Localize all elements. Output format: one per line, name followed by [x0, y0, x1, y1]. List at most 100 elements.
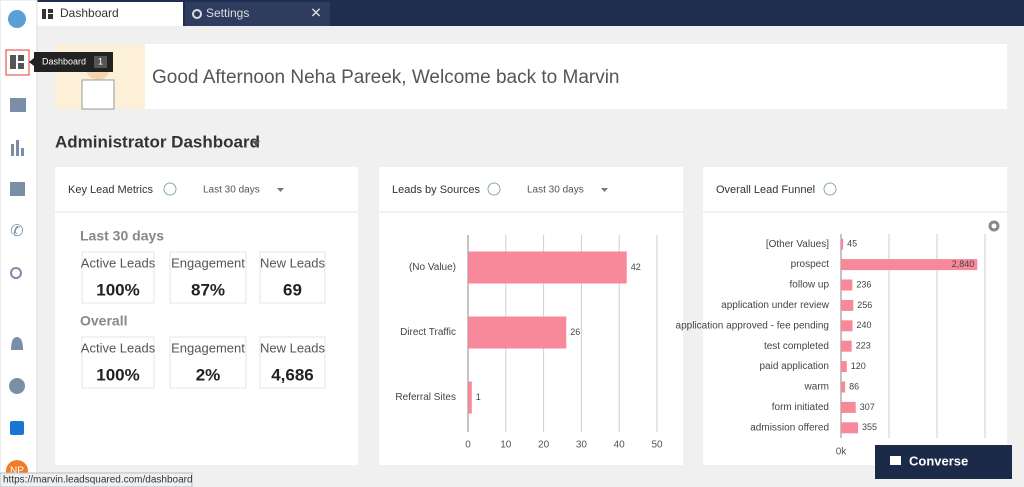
close-icon[interactable]: ✕ — [310, 5, 322, 21]
tooltip-arrow — [29, 58, 34, 66]
tab-icon — [48, 14, 53, 19]
tooltip-label: Dashboard — [42, 56, 86, 66]
x-tick-label: 50 — [651, 440, 663, 451]
dashboard-icon[interactable] — [10, 55, 16, 69]
value-label: 42 — [631, 262, 641, 272]
bar — [841, 401, 856, 413]
tab-icon — [42, 9, 46, 19]
metric-label: New Leads — [260, 255, 326, 270]
value-label: 1 — [476, 392, 481, 402]
tab-active[interactable] — [37, 2, 183, 26]
group-label: Last 30 days — [80, 228, 164, 244]
metric-label: Engagement — [171, 340, 245, 355]
info-icon[interactable] — [487, 182, 501, 196]
x-tick-label: 10 — [500, 440, 512, 451]
panel — [703, 167, 1007, 465]
bar — [841, 279, 853, 291]
category-label: application approved - fee pending — [676, 320, 829, 331]
bar — [468, 316, 567, 349]
category-label: follow up — [790, 280, 830, 291]
metric-box — [259, 251, 326, 304]
bar — [841, 238, 844, 250]
illustration-figure — [81, 79, 115, 110]
bar — [841, 299, 854, 311]
bar — [841, 422, 859, 434]
metric-label: Active Leads — [81, 340, 156, 355]
panel-title: Leads by Sources — [392, 184, 481, 196]
bell-icon[interactable] — [11, 337, 23, 350]
metric-label: Engagement — [171, 255, 245, 270]
metric-label: New Leads — [260, 340, 326, 355]
bar — [841, 381, 846, 393]
search-icon[interactable] — [10, 267, 22, 279]
dropdown-caret[interactable] — [252, 141, 260, 146]
info-icon[interactable] — [823, 182, 837, 196]
x-tick-label: 30 — [576, 440, 588, 451]
settings-gear[interactable] — [988, 220, 1000, 232]
metric-value: 87% — [191, 280, 225, 299]
tab-label[interactable]: Dashboard — [60, 6, 119, 20]
category-label: warm — [804, 382, 829, 393]
status-bar — [0, 472, 193, 487]
category-label: application under review — [721, 300, 830, 311]
gear-icon — [192, 9, 202, 19]
bar — [468, 251, 627, 284]
category-label: paid application — [760, 361, 830, 372]
table-icon[interactable] — [10, 98, 26, 112]
bar — [841, 361, 847, 373]
value-label: 355 — [862, 422, 877, 432]
metric-box — [169, 251, 247, 304]
category-label: admission offered — [750, 422, 829, 433]
value-label: 223 — [856, 341, 871, 351]
dashboard-icon — [18, 63, 24, 69]
dashboard-title[interactable]: Administrator Dashboard — [55, 132, 260, 151]
metric-value: 4,686 — [271, 365, 314, 384]
help-icon[interactable] — [9, 378, 25, 394]
welcome-text: Good Afternoon Neha Pareek, Welcome back… — [152, 67, 620, 88]
dropdown-caret[interactable] — [277, 188, 284, 192]
range-select[interactable]: Last 30 days — [203, 185, 260, 196]
chart-icon[interactable] — [11, 144, 14, 156]
tab-label[interactable]: Settings — [206, 6, 249, 20]
tab[interactable] — [185, 2, 330, 26]
converse-label[interactable]: Converse — [909, 453, 968, 468]
metric-box — [169, 336, 247, 389]
metric-value: 100% — [96, 365, 139, 384]
value-label: 86 — [849, 381, 859, 391]
apps-icon[interactable] — [10, 182, 25, 196]
value-label: 45 — [847, 239, 857, 249]
add-icon[interactable] — [10, 421, 24, 435]
x-tick-label: 20 — [538, 440, 550, 451]
category-label: prospect — [791, 259, 830, 270]
logo[interactable] — [8, 10, 26, 28]
value-label: 236 — [856, 279, 871, 289]
info-icon[interactable] — [163, 182, 177, 196]
metric-value: 2% — [196, 365, 221, 384]
metric-value: 100% — [96, 280, 139, 299]
x-tick-label: 40 — [614, 440, 626, 451]
panel — [379, 167, 683, 465]
value-label: 2,840 — [952, 259, 975, 269]
value-label: 240 — [857, 320, 872, 330]
active-icon-frame — [5, 49, 30, 76]
category-label: Referral Sites — [395, 392, 456, 403]
range-select[interactable]: Last 30 days — [527, 185, 584, 196]
category-label: (No Value) — [409, 262, 456, 273]
sidebar — [0, 0, 38, 487]
welcome-banner — [55, 44, 1007, 109]
tooltip-badge — [94, 56, 107, 68]
panel-title: Overall Lead Funnel — [716, 184, 815, 196]
tab-icon — [48, 9, 53, 13]
dropdown-caret[interactable] — [601, 188, 608, 192]
category-label: [Other Values] — [766, 239, 829, 250]
metric-value: 69 — [283, 280, 302, 299]
value-label: 120 — [851, 361, 866, 371]
panel — [55, 167, 358, 465]
phone-icon[interactable]: ✆ — [10, 223, 23, 240]
category-label: test completed — [764, 341, 829, 352]
tooltip — [34, 52, 113, 72]
bar — [841, 259, 978, 271]
group-label: Overall — [80, 313, 127, 329]
